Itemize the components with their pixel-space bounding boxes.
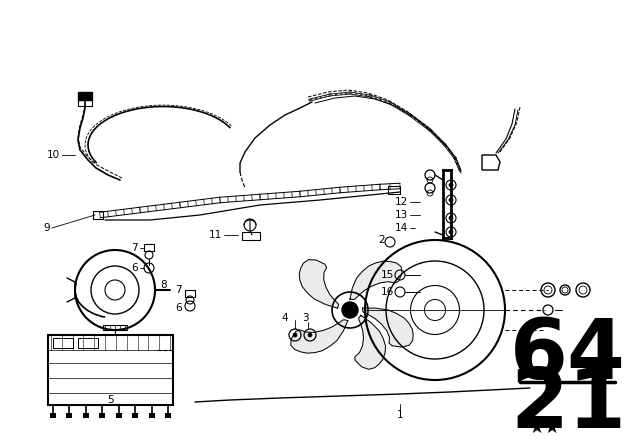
Polygon shape [350, 261, 402, 300]
Text: 6: 6 [131, 263, 138, 273]
Text: 8: 8 [160, 280, 166, 290]
Text: 12: 12 [395, 197, 408, 207]
Text: 16: 16 [381, 287, 394, 297]
Bar [388, 186, 400, 194]
Text: 13: 13 [395, 210, 408, 220]
Text: 7: 7 [175, 285, 182, 295]
Bar [185, 290, 195, 297]
Bar [103, 325, 127, 330]
Text: 1: 1 [397, 410, 403, 420]
Polygon shape [362, 308, 413, 347]
Circle shape [449, 216, 453, 220]
Text: 2: 2 [378, 235, 385, 245]
Text: 5: 5 [107, 395, 113, 405]
Text: 6: 6 [175, 303, 182, 313]
Bar [53, 338, 73, 348]
Bar [78, 92, 92, 100]
Bar [242, 232, 260, 240]
Bar [99, 413, 106, 418]
Bar [50, 413, 56, 418]
Text: 10: 10 [47, 150, 60, 160]
Bar [67, 413, 72, 418]
Polygon shape [355, 315, 385, 369]
Bar [144, 244, 154, 251]
Polygon shape [300, 260, 339, 308]
Bar [148, 413, 155, 418]
Circle shape [293, 333, 297, 337]
Polygon shape [291, 320, 348, 353]
Bar [93, 211, 103, 219]
Text: 11: 11 [209, 230, 222, 240]
Circle shape [449, 198, 453, 202]
Text: 9: 9 [44, 223, 50, 233]
Circle shape [449, 230, 453, 234]
Circle shape [308, 333, 312, 337]
Bar [48, 335, 173, 405]
Text: 15: 15 [381, 270, 394, 280]
Circle shape [342, 302, 358, 318]
Circle shape [449, 183, 453, 187]
Text: 64: 64 [510, 314, 626, 396]
Text: 3: 3 [301, 313, 308, 323]
Bar [78, 100, 92, 106]
Bar [83, 413, 89, 418]
Text: 4: 4 [282, 313, 288, 323]
Text: 21: 21 [510, 365, 626, 445]
Text: ★★: ★★ [529, 419, 561, 437]
Bar [116, 413, 122, 418]
Bar [78, 338, 98, 348]
Bar [165, 413, 171, 418]
Text: 7: 7 [131, 243, 138, 253]
Bar [132, 413, 138, 418]
Text: 14: 14 [395, 223, 408, 233]
